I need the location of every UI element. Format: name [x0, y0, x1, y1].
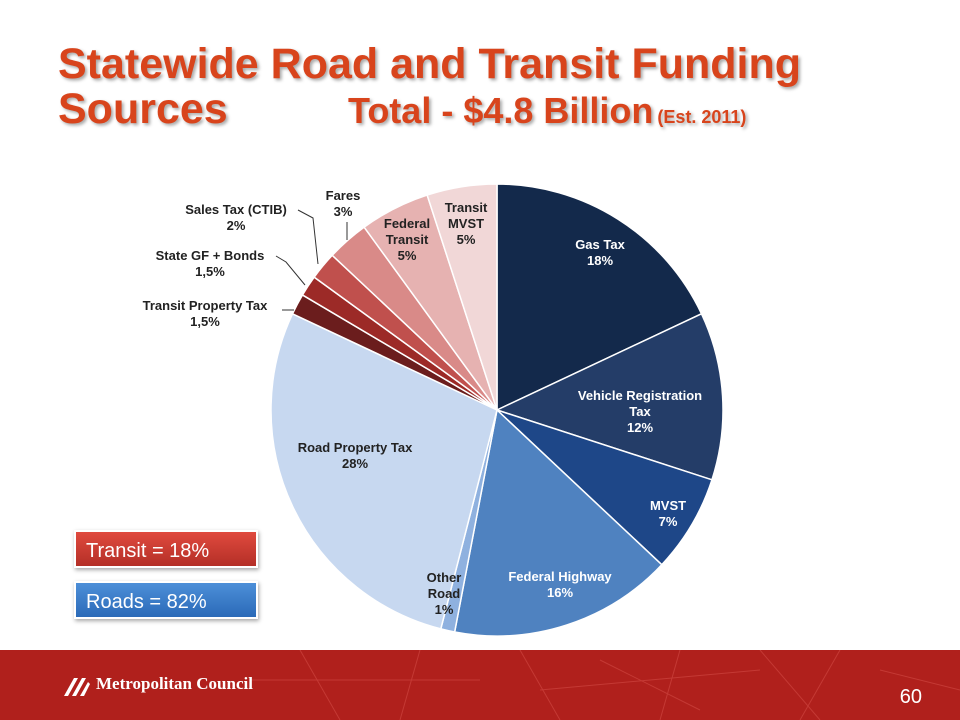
org-name: Metropolitan Council — [96, 674, 253, 693]
slice-label-3: Federal Highway 16% — [508, 569, 612, 600]
leader-line-8 — [297, 209, 319, 265]
title-line1: Statewide Road and Transit Funding — [58, 40, 801, 88]
slice-label-11: Transit MVST 5% — [445, 200, 488, 247]
footer-bar: Metropolitan Council 60 — [0, 650, 960, 720]
slice-label-2: MVST 7% — [650, 498, 686, 529]
slice-label-6: Transit Property Tax 1,5% — [143, 298, 269, 329]
title-total: Total - $4.8 Billion — [348, 90, 654, 132]
council-logo-icon — [64, 678, 90, 696]
metropolitan-council-logo: Metropolitan Council — [64, 672, 253, 696]
slice-label-10: Federal Transit 5% — [384, 216, 430, 263]
transit-badge: Transit = 18% — [74, 530, 258, 568]
pie-slice-11 — [426, 183, 498, 411]
slice-label-7: State GF + Bonds 1,5% — [156, 248, 265, 279]
pie-slice-3 — [453, 408, 663, 637]
footer-map-lines — [250, 650, 960, 720]
slice-label-9: Fares 3% — [326, 188, 361, 219]
slice-label-8: Sales Tax (CTIB) 2% — [185, 202, 287, 233]
slice-label-5: Road Property Tax 28% — [298, 440, 413, 471]
title-est: (Est. 2011) — [657, 107, 747, 128]
page-number: 60 — [899, 686, 922, 708]
roads-badge: Roads = 82% — [74, 581, 258, 619]
leader-line-7 — [275, 255, 306, 286]
pie-slice-5 — [270, 312, 498, 630]
slice-label-1: Vehicle Registration Tax 12% — [578, 388, 702, 435]
pie-slice-1 — [494, 312, 724, 481]
pie-chart: Gas Tax 18% Vehicle Registration Tax 12% MVST… — [143, 183, 724, 637]
slice-label-4: Other Road 1% — [427, 570, 462, 617]
pie-slice-0 — [496, 183, 703, 412]
slide-title: Statewide Road and Transit Funding Sourc… — [58, 40, 938, 134]
title-line2: Sources — [58, 85, 228, 134]
slice-label-0: Gas Tax 18% — [575, 237, 625, 268]
